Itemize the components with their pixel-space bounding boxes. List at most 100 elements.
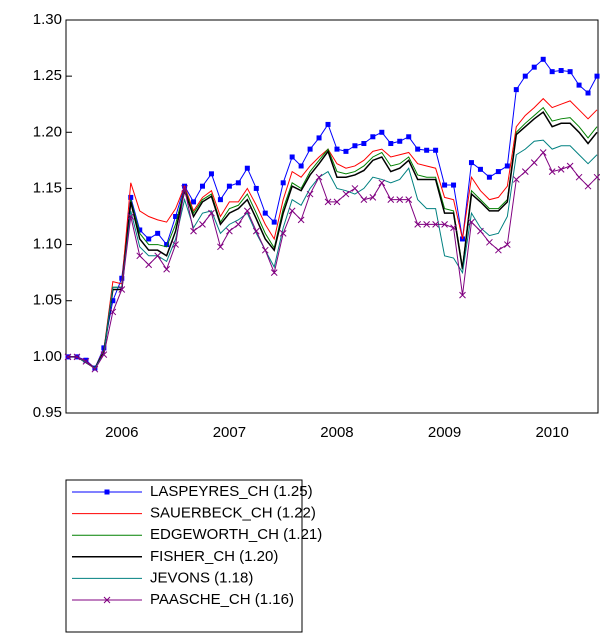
marker <box>433 147 439 153</box>
marker <box>118 286 126 293</box>
marker <box>208 171 214 177</box>
marker <box>424 147 430 153</box>
marker <box>405 196 413 204</box>
x-tick-label: 2010 <box>535 424 568 441</box>
marker <box>280 180 286 186</box>
marker <box>450 224 457 232</box>
marker <box>495 169 501 175</box>
marker <box>298 163 304 169</box>
marker <box>557 165 565 173</box>
marker <box>270 269 278 276</box>
x-tick-label: 2009 <box>428 424 461 441</box>
legend-label: SAUERBECK_CH (1.22) <box>150 505 316 522</box>
legend-marker <box>103 596 111 604</box>
marker <box>584 182 592 190</box>
x-tick-label: 2006 <box>105 424 138 441</box>
marker <box>504 163 510 169</box>
marker <box>441 221 448 228</box>
series-line <box>68 139 598 369</box>
y-tick-label: 1.00 <box>33 348 62 365</box>
marker <box>513 87 519 93</box>
marker <box>442 182 448 188</box>
legend-label: FISHER_CH (1.20) <box>150 548 278 565</box>
marker <box>352 143 358 149</box>
marker <box>503 241 511 248</box>
marker <box>388 141 394 147</box>
marker <box>262 210 268 216</box>
marker <box>531 64 537 70</box>
marker <box>333 198 341 206</box>
marker <box>567 69 573 75</box>
marker <box>208 209 215 217</box>
y-tick-label: 1.15 <box>33 179 62 196</box>
marker <box>477 166 483 172</box>
marker <box>109 308 117 316</box>
marker <box>199 221 206 228</box>
marker <box>271 219 277 225</box>
plot-frame <box>65 19 599 414</box>
marker <box>342 190 350 198</box>
marker <box>83 357 89 363</box>
marker <box>100 351 108 358</box>
marker <box>369 194 377 201</box>
marker <box>252 227 260 235</box>
marker <box>361 141 367 147</box>
marker <box>324 198 332 206</box>
marker <box>522 73 528 79</box>
marker <box>593 173 600 181</box>
legend-box <box>65 479 303 633</box>
marker <box>549 69 555 75</box>
marker <box>82 357 90 365</box>
y-tick-label: 1.30 <box>33 11 62 28</box>
marker <box>406 134 412 140</box>
y-tick-label: 1.05 <box>33 292 62 309</box>
marker <box>145 261 153 269</box>
marker <box>243 207 251 215</box>
legend-label: PAASCHE_CH (1.16) <box>150 591 294 608</box>
marker <box>512 176 520 183</box>
marker <box>387 196 395 204</box>
marker <box>558 68 564 74</box>
marker <box>495 246 502 254</box>
marker <box>253 185 259 191</box>
marker <box>128 194 134 200</box>
y-tick-label: 0.95 <box>33 404 62 421</box>
marker <box>486 238 493 246</box>
marker <box>585 90 591 96</box>
marker <box>477 227 484 235</box>
marker <box>217 197 223 203</box>
marker <box>575 173 583 181</box>
marker <box>137 227 143 233</box>
series-line <box>68 110 598 370</box>
marker <box>414 221 422 228</box>
marker <box>73 353 81 361</box>
marker <box>521 168 529 175</box>
marker <box>173 214 179 219</box>
marker <box>191 199 197 205</box>
marker <box>199 183 205 189</box>
marker <box>351 185 359 192</box>
marker <box>576 82 582 88</box>
marker <box>235 221 242 228</box>
marker <box>154 252 162 260</box>
marker <box>217 243 224 251</box>
series-line <box>68 58 598 369</box>
marker <box>459 291 466 299</box>
marker <box>306 190 314 198</box>
y-tick-label: 1.10 <box>33 236 62 253</box>
marker <box>379 129 385 135</box>
marker <box>163 265 170 273</box>
marker <box>64 353 72 361</box>
marker <box>288 207 296 215</box>
marker <box>226 183 232 189</box>
marker <box>396 196 404 204</box>
legend-label: JEVONS (1.18) <box>150 569 253 586</box>
marker <box>432 221 439 228</box>
marker <box>297 216 305 224</box>
x-tick-label: 2008 <box>320 424 353 441</box>
marker <box>423 221 430 228</box>
marker <box>226 227 233 235</box>
marker <box>261 246 269 254</box>
